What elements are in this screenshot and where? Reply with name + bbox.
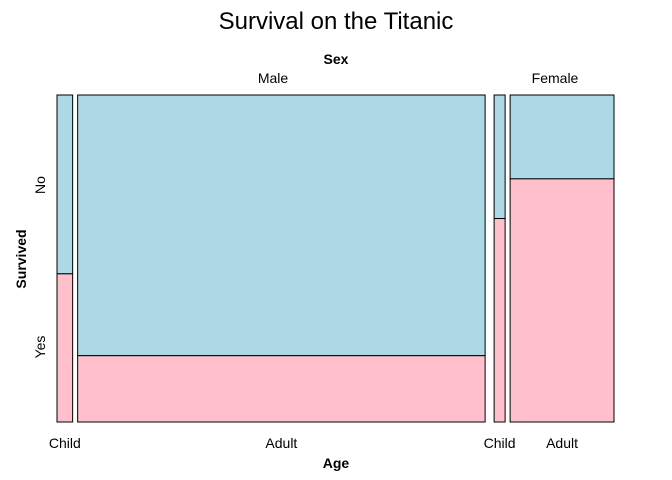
x-level-female-adult: Adult <box>546 435 578 451</box>
x-axis-title: Age <box>323 455 350 471</box>
tile-male-child-yes <box>56 273 74 423</box>
tile-female-adult-yes <box>509 178 615 423</box>
x-level-labels: Child Adult Child Adult <box>49 435 578 451</box>
x-level-female-child: Child <box>484 435 516 451</box>
group-axis-title: Sex <box>324 51 349 67</box>
tile-male-child-no <box>56 94 74 275</box>
y-axis-title: Survived <box>13 229 29 288</box>
x-level-male-adult: Adult <box>265 435 297 451</box>
tile-female-child-yes <box>493 218 506 423</box>
y-level-yes: Yes <box>32 336 48 359</box>
group-label-female: Female <box>532 70 579 86</box>
chart-title: Survival on the Titanic <box>219 8 454 35</box>
mosaic-tiles <box>56 94 615 423</box>
x-level-male-child: Child <box>49 435 81 451</box>
tile-female-adult-no <box>509 94 615 180</box>
tile-male-adult-yes <box>77 355 486 423</box>
tile-male-adult-no <box>77 94 486 357</box>
tile-female-child-no <box>493 94 506 220</box>
y-level-no: No <box>32 176 48 194</box>
group-label-male: Male <box>258 70 289 86</box>
